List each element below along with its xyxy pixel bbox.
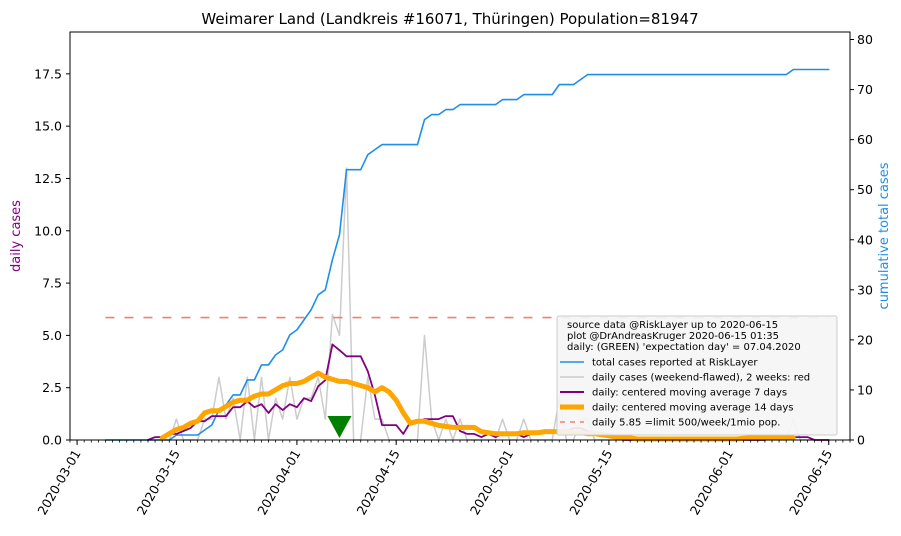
x-tick-label: 2020-05-01	[467, 447, 516, 517]
legend-header-line: source data @RiskLayer up to 2020-06-15	[567, 320, 778, 331]
legend-label-ma7: daily: centered moving average 7 days	[592, 388, 787, 399]
legend-label-limit: daily 5.85 =limit 500/week/1mio pop.	[592, 418, 780, 429]
legend: source data @RiskLayer up to 2020-06-15p…	[556, 315, 838, 436]
right-tick-label: 50	[857, 182, 873, 197]
legend-label-ma14: daily: centered moving average 14 days	[592, 403, 793, 414]
left-axis-label: daily cases	[9, 200, 24, 272]
left-tick-label: 7.5	[42, 276, 62, 291]
right-tick-label: 20	[857, 332, 873, 347]
left-tick-label: 12.5	[34, 171, 62, 186]
right-tick-label: 30	[857, 282, 873, 297]
legend-label-total: total cases reported at RiskLayer	[592, 358, 758, 369]
x-tick-label: 2020-03-15	[134, 447, 183, 517]
left-tick-label: 5.0	[42, 328, 62, 343]
right-tick-label: 70	[857, 82, 873, 97]
x-tick-label: 2020-03-01	[34, 447, 83, 517]
chart-title: Weimarer Land (Landkreis #16071, Thüring…	[201, 10, 698, 28]
left-tick-label: 2.5	[42, 380, 62, 395]
right-axis-label: cumulative total cases	[877, 162, 892, 309]
expectation-day-marker	[327, 416, 352, 438]
series-ma14	[159, 370, 796, 442]
legend-header-line: daily: (GREEN) 'expectation day' = 07.04…	[567, 342, 801, 353]
x-tick-label: 2020-05-15	[566, 447, 615, 517]
right-tick-label: 0	[857, 433, 865, 448]
legend-label-daily: daily cases (weekend-flawed), 2 weeks: r…	[592, 373, 810, 384]
x-tick-label: 2020-04-15	[353, 447, 402, 517]
right-tick-label: 60	[857, 132, 873, 147]
ma14-line	[159, 370, 796, 442]
left-tick-label: 15.0	[34, 119, 62, 134]
legend-box	[556, 315, 838, 436]
right-tick-label: 40	[857, 232, 873, 247]
right-tick-label: 80	[857, 32, 873, 47]
left-tick-label: 0.0	[42, 433, 62, 448]
x-tick-label: 2020-04-01	[254, 447, 303, 517]
right-tick-label: 10	[857, 382, 873, 397]
left-tick-label: 10.0	[34, 223, 62, 238]
left-tick-label: 17.5	[34, 66, 62, 81]
x-tick-label: 2020-06-15	[786, 447, 835, 517]
legend-header-line: plot @DrAndreasKruger 2020-06-15 01:35	[567, 331, 779, 342]
x-tick-label: 2020-06-01	[687, 447, 736, 517]
